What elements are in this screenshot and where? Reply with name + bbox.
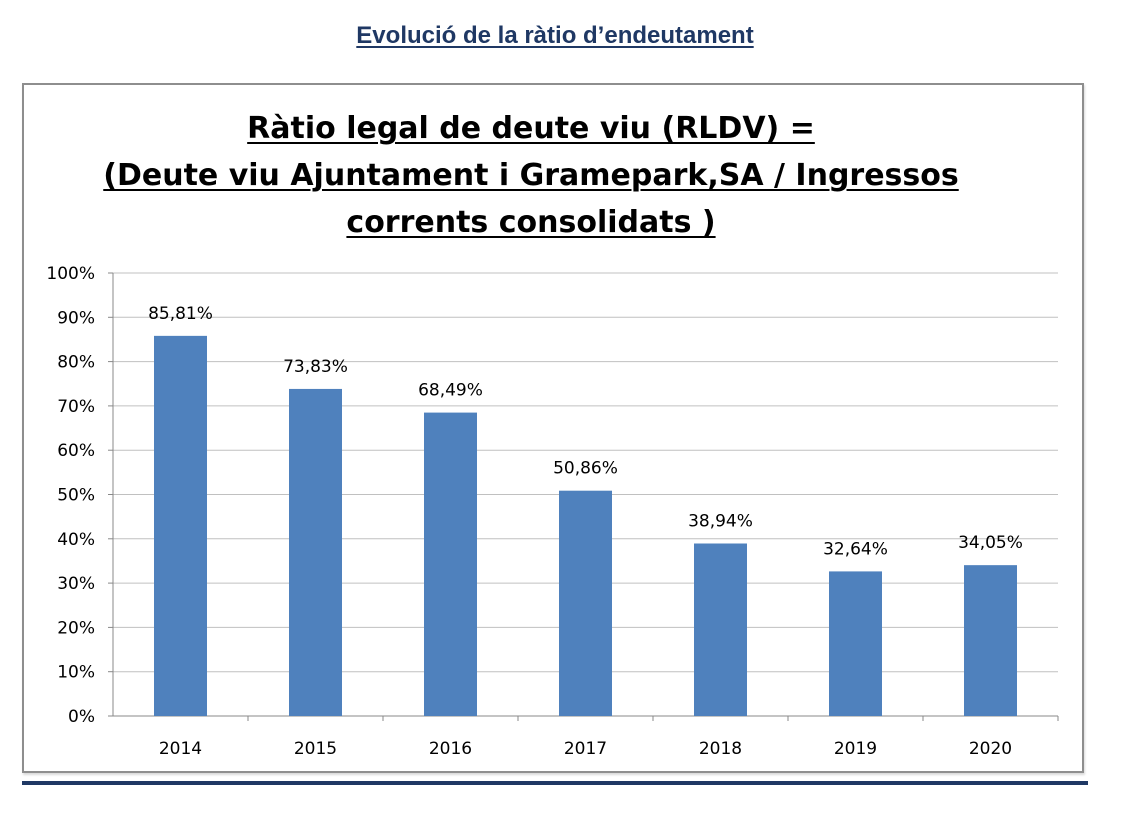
y-tick-label: 20% bbox=[57, 618, 95, 638]
y-tick-label: 40% bbox=[57, 530, 95, 550]
data-label: 68,49% bbox=[418, 381, 483, 401]
chart-title: Ràtio legal de deute viu (RLDV) = (Deute… bbox=[0, 105, 1062, 246]
y-tick-label: 50% bbox=[57, 486, 95, 506]
data-label: 34,05% bbox=[958, 533, 1023, 553]
x-tick-label: 2015 bbox=[294, 739, 337, 759]
y-tick-label: 10% bbox=[57, 663, 95, 683]
y-tick-label: 80% bbox=[57, 353, 95, 373]
chart-title-line-3: corrents consolidats ) bbox=[346, 205, 716, 240]
bar bbox=[154, 335, 207, 716]
x-tick-label: 2016 bbox=[429, 739, 472, 759]
data-label: 85,81% bbox=[148, 304, 213, 324]
bar bbox=[694, 543, 747, 716]
data-label: 50,86% bbox=[553, 459, 618, 479]
bottom-rule bbox=[22, 781, 1088, 785]
x-tick-label: 2019 bbox=[834, 739, 877, 759]
x-tick-label: 2014 bbox=[159, 739, 202, 759]
data-label: 73,83% bbox=[283, 357, 348, 377]
page-heading: Evolució de la ràtio d’endeutament bbox=[356, 22, 754, 49]
y-tick-label: 60% bbox=[57, 441, 95, 461]
y-tick-label: 30% bbox=[57, 574, 95, 594]
chart-title-line-1: Ràtio legal de deute viu (RLDV) = bbox=[247, 111, 815, 146]
bar bbox=[424, 412, 477, 716]
bar bbox=[289, 388, 342, 716]
x-tick-label: 2017 bbox=[564, 739, 607, 759]
y-tick-label: 0% bbox=[68, 707, 95, 727]
x-tick-label: 2020 bbox=[969, 739, 1012, 759]
bar bbox=[559, 490, 612, 716]
y-tick-label: 70% bbox=[57, 397, 95, 417]
x-tick-label: 2018 bbox=[699, 739, 742, 759]
data-label: 38,94% bbox=[688, 511, 753, 531]
y-tick-label: 90% bbox=[57, 308, 95, 328]
data-label: 32,64% bbox=[823, 539, 888, 559]
bar bbox=[964, 565, 1017, 716]
chart-title-line-2: (Deute viu Ajuntament i Gramepark,SA / I… bbox=[103, 158, 959, 193]
bar bbox=[829, 571, 882, 716]
y-tick-label: 100% bbox=[46, 264, 95, 284]
